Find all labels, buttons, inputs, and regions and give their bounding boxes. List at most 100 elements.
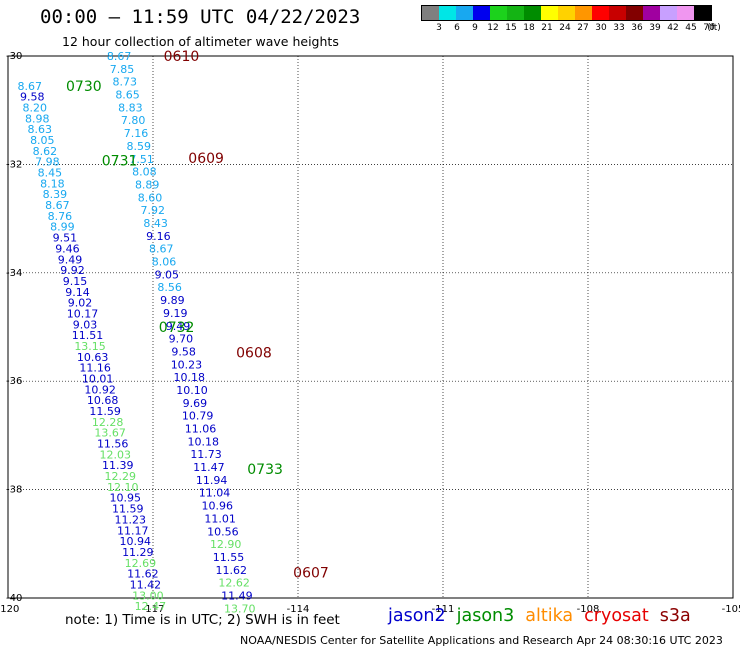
color-legend: (ft) 3 6 9 12 15 18 21 24 27 30 33 36 39 42 45 70	[421, 5, 721, 35]
color-scale-label: 45	[685, 23, 697, 33]
color-scale-cell	[609, 6, 626, 20]
wave-height-value: 10.56	[207, 525, 239, 538]
wave-height-value: 8.76	[48, 210, 73, 223]
wave-height-value: 12.47	[135, 600, 167, 613]
color-scale-cell	[439, 6, 456, 20]
longitude-label: -120	[0, 604, 19, 615]
wave-height-value: 9.49	[58, 253, 83, 266]
wave-height-value: 11.01	[204, 512, 236, 525]
color-scale-cell	[677, 6, 694, 20]
pass-time-label: 0608	[236, 345, 272, 361]
wave-height-value: 10.63	[77, 351, 109, 364]
color-scale-label: 33	[613, 23, 625, 33]
wave-height-value: 10.18	[174, 371, 206, 384]
latitude-label: -32	[6, 159, 22, 170]
wave-height-value: 8.67	[45, 199, 70, 212]
wave-height-value: 8.99	[50, 221, 75, 234]
color-scale-label: 18	[523, 23, 535, 33]
latitude-label: -34	[6, 268, 22, 279]
mission-legend-cryosat: cryosat	[584, 606, 649, 626]
latitude-label: -30	[6, 51, 22, 62]
mission-legend-altika: altika	[525, 606, 574, 626]
color-scale-cell	[507, 6, 524, 20]
latitude-label: -36	[6, 376, 22, 387]
wave-height-value: 8.65	[115, 89, 140, 102]
wave-height-value: 11.29	[122, 546, 154, 559]
map-frame	[7, 55, 734, 599]
longitude-label: -108	[577, 604, 600, 615]
wave-height-value: 11.94	[196, 474, 228, 487]
wave-height-value: 9.58	[171, 345, 196, 358]
wave-height-value: 9.15	[63, 275, 88, 288]
pass-time-label: 0730	[66, 79, 102, 95]
color-scale-cell	[626, 6, 643, 20]
longitude-label: -111	[432, 604, 455, 615]
wave-height-value: 10.23	[171, 358, 203, 371]
mission-legend-jason3: jason3	[456, 606, 515, 626]
wave-height-value: 9.49	[166, 320, 191, 333]
color-scale-unit: (ft)	[707, 23, 721, 33]
color-scale-label: 9	[472, 23, 478, 33]
longitude-label: -105	[722, 604, 740, 615]
wave-height-value: 11.49	[221, 590, 253, 603]
wave-height-value: 13.67	[94, 427, 126, 440]
color-scale-cell	[524, 6, 541, 20]
wave-height-value: 8.05	[30, 134, 55, 147]
color-scale-label: 42	[667, 23, 679, 33]
color-scale-label: 30	[595, 23, 607, 33]
wave-height-value: 9.51	[53, 232, 78, 245]
color-scale-label: 3	[436, 23, 442, 33]
color-scale-cell	[473, 6, 490, 20]
color-scale-cell	[575, 6, 592, 20]
wave-height-value: 7.85	[110, 63, 135, 76]
mission-legend: jason2 jason3 altika cryosat s3a	[388, 606, 691, 626]
wave-height-value: 8.20	[23, 101, 48, 114]
wave-height-value: 9.16	[146, 230, 171, 243]
wave-height-value: 13.70	[224, 602, 256, 615]
wave-height-value: 10.10	[176, 384, 208, 397]
wave-height-value: 8.73	[113, 76, 138, 89]
wave-height-value: 9.46	[55, 242, 80, 255]
wave-height-value: 8.67	[18, 80, 43, 93]
wave-height-value: 12.03	[99, 448, 131, 461]
chart-subtitle: 12 hour collection of altimeter wave hei…	[62, 34, 339, 49]
wave-height-value: 8.83	[118, 101, 143, 114]
wave-height-value: 13.15	[74, 340, 106, 353]
wave-height-value: 10.96	[202, 500, 234, 513]
wave-height-value: 11.56	[97, 438, 129, 451]
wave-height-value: 11.62	[216, 564, 248, 577]
wave-height-value: 7.16	[124, 127, 149, 140]
wave-height-value: 12.10	[107, 481, 139, 494]
wave-height-value: 9.92	[60, 264, 85, 277]
wave-height-value: 9.69	[183, 397, 208, 410]
wave-height-value: 10.17	[67, 307, 99, 320]
wave-height-value: 8.89	[135, 178, 160, 191]
color-scale-label: 70	[703, 23, 715, 33]
wave-height-value: 8.39	[43, 188, 68, 201]
wave-height-value: 11.06	[185, 423, 217, 436]
wave-height-value: 10.01	[82, 372, 114, 385]
mission-legend-s3a: s3a	[659, 606, 691, 626]
wave-height-value: 11.73	[190, 448, 222, 461]
wave-height-value: 12.29	[104, 470, 136, 483]
latitude-label: -38	[6, 485, 22, 496]
color-scale-label: 36	[631, 23, 643, 33]
pass-time-label: 0732	[159, 320, 195, 336]
color-scale-label: 6	[454, 23, 460, 33]
wave-height-value: 8.45	[38, 167, 63, 180]
wave-height-value: 8.08	[132, 166, 157, 179]
wave-height-value: 8.18	[40, 177, 65, 190]
credit-line: NOAA/NESDIS Center for Satellite Applica…	[240, 634, 723, 647]
wave-height-value: 9.02	[68, 297, 93, 310]
wave-height-value: 7.98	[35, 156, 60, 169]
wave-height-value: 8.06	[152, 256, 177, 269]
pass-time-label: 0609	[188, 151, 224, 167]
wave-height-value: 8.56	[157, 281, 182, 294]
color-scale-label: 24	[559, 23, 571, 33]
wave-height-value: 11.59	[89, 405, 121, 418]
color-scale-cell	[643, 6, 660, 20]
wave-height-value: 11.62	[127, 568, 159, 581]
color-scale-label: 27	[577, 23, 589, 33]
wave-height-value: 8.98	[25, 112, 50, 125]
